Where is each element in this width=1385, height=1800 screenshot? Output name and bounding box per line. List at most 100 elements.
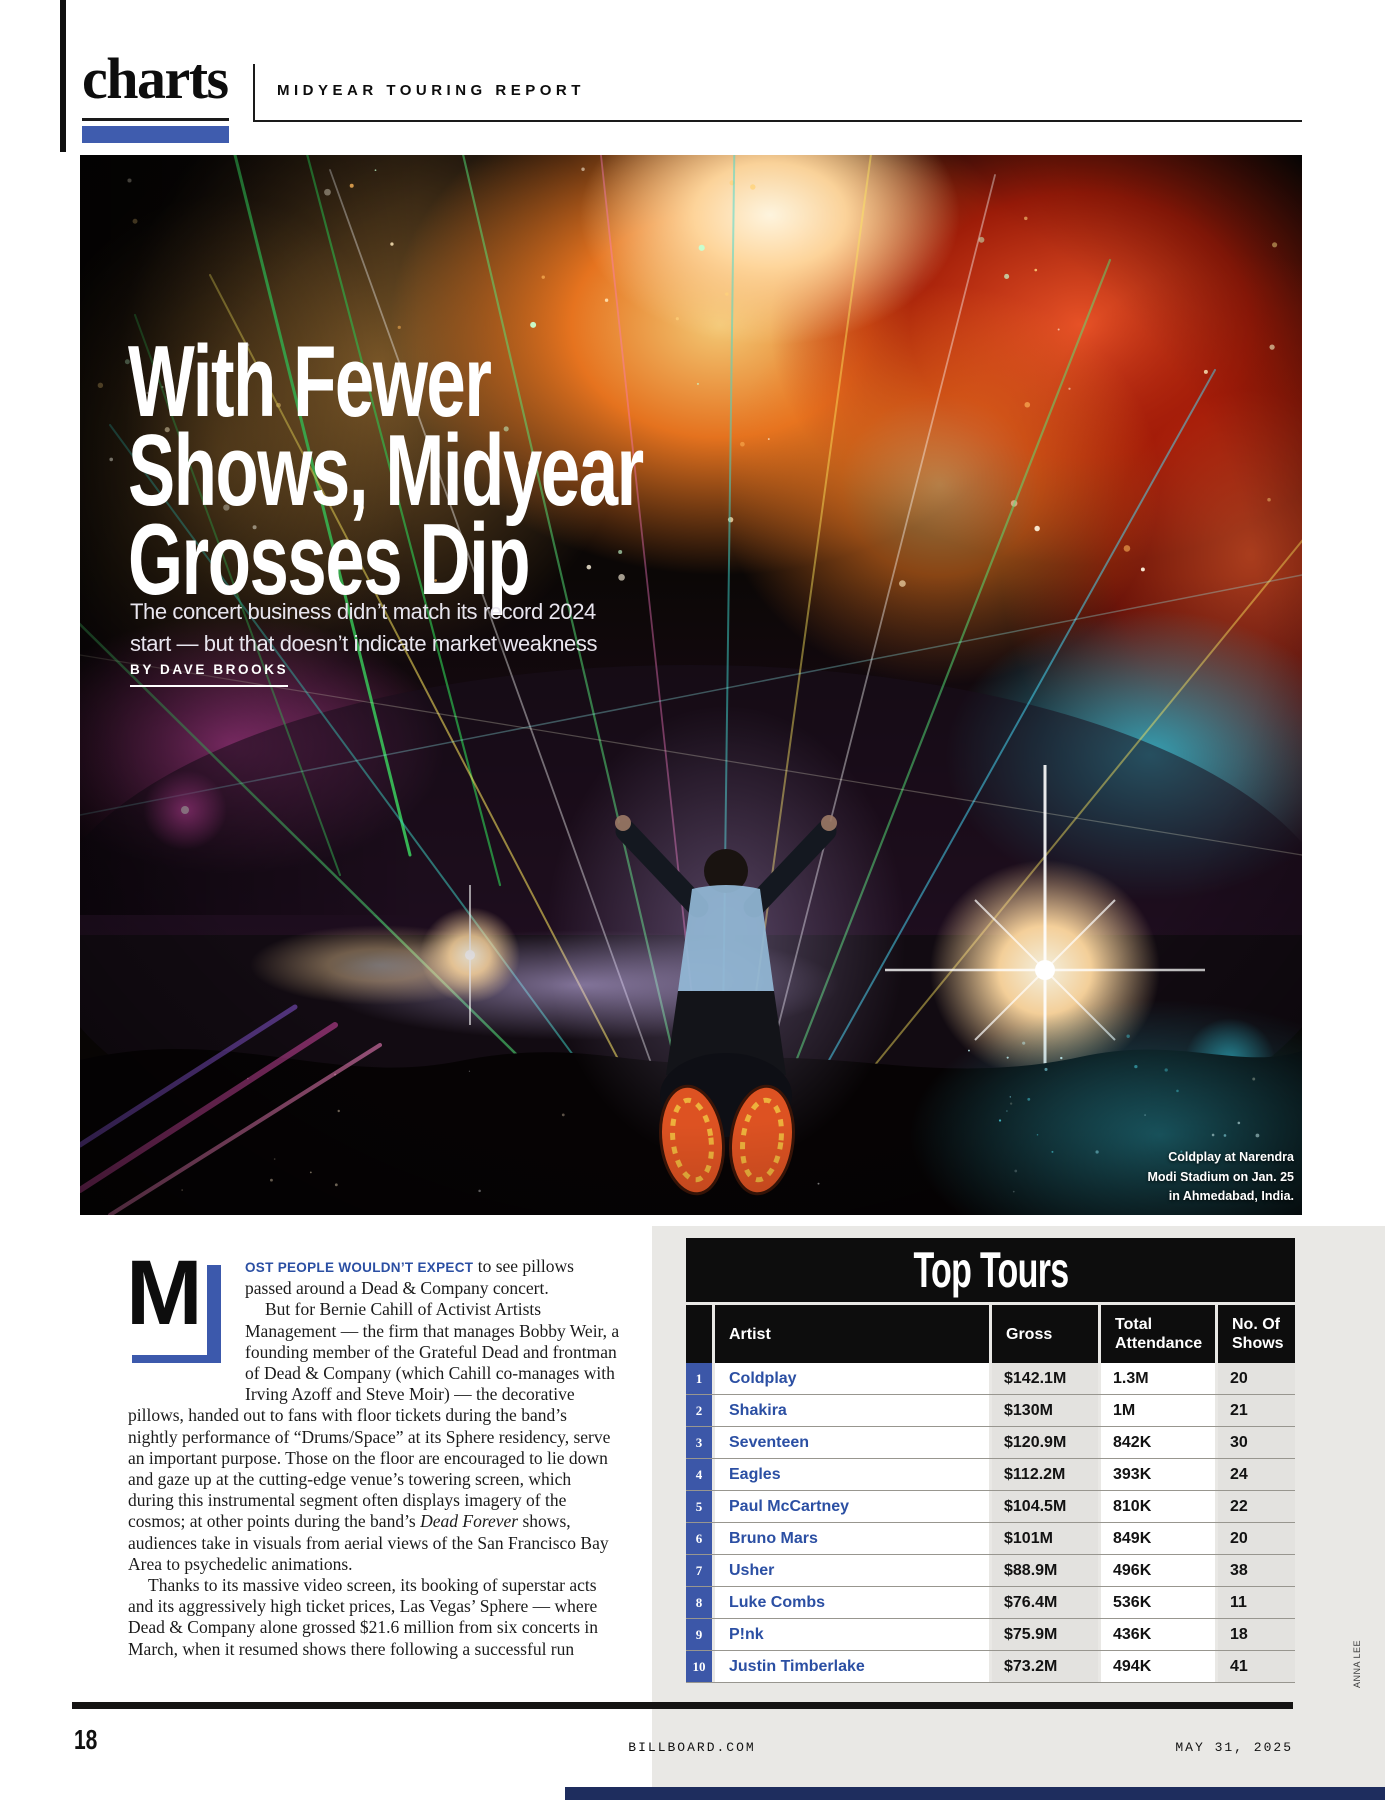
cell-rank: 10 bbox=[686, 1651, 712, 1682]
cell-artist: P!nk bbox=[715, 1619, 989, 1650]
cell-rank: 7 bbox=[686, 1555, 712, 1586]
spine-rule bbox=[60, 0, 66, 152]
table-row: 2 Shakira $130M 1M 21 bbox=[686, 1395, 1295, 1427]
cell-shows: 22 bbox=[1218, 1491, 1295, 1522]
cell-gross: $88.9M bbox=[992, 1555, 1098, 1586]
footer-date: MAY 31, 2025 bbox=[1175, 1740, 1293, 1755]
table-header: Artist Gross Total Attendance No. Of Sho… bbox=[686, 1305, 1295, 1363]
byline: BY DAVE BROOKS bbox=[130, 662, 289, 687]
headline-line: Shows, Midyear bbox=[128, 415, 644, 527]
cell-gross: $120.9M bbox=[992, 1427, 1098, 1458]
hero-photo: With Fewer Shows, Midyear Grosses Dip Th… bbox=[80, 155, 1302, 1215]
cell-att: 1.3M bbox=[1101, 1363, 1215, 1394]
header-artist: Artist bbox=[715, 1305, 989, 1363]
cell-gross: $73.2M bbox=[992, 1651, 1098, 1682]
cell-gross: $101M bbox=[992, 1523, 1098, 1554]
table-rows: 1 Coldplay $142.1M 1.3M 20 2 Shakira $130M 1M 21 3… bbox=[686, 1363, 1295, 1683]
caption-line: Coldplay at Narendra bbox=[1168, 1150, 1294, 1164]
cell-rank: 6 bbox=[686, 1523, 712, 1554]
cell-rank: 5 bbox=[686, 1491, 712, 1522]
cell-rank: 3 bbox=[686, 1427, 712, 1458]
cell-att: 436K bbox=[1101, 1619, 1215, 1650]
subhead-line: start — but that doesn’t indicate market… bbox=[130, 631, 598, 656]
table-row: 9 P!nk $75.9M 436K 18 bbox=[686, 1619, 1295, 1651]
page-number: 18 bbox=[74, 1724, 98, 1755]
cell-artist: Coldplay bbox=[715, 1363, 989, 1394]
cell-gross: $76.4M bbox=[992, 1587, 1098, 1618]
cell-shows: 20 bbox=[1218, 1523, 1295, 1554]
cell-gross: $75.9M bbox=[992, 1619, 1098, 1650]
cell-shows: 24 bbox=[1218, 1459, 1295, 1490]
cell-shows: 41 bbox=[1218, 1651, 1295, 1682]
cell-shows: 38 bbox=[1218, 1555, 1295, 1586]
header-shows: No. Of Shows bbox=[1218, 1305, 1295, 1363]
brand-underline bbox=[82, 118, 229, 121]
cell-artist: Justin Timberlake bbox=[715, 1651, 989, 1682]
cell-att: 810K bbox=[1101, 1491, 1215, 1522]
footer-rule bbox=[72, 1702, 1293, 1709]
cell-artist: Bruno Mars bbox=[715, 1523, 989, 1554]
cell-att: 842K bbox=[1101, 1427, 1215, 1458]
header-rule bbox=[253, 120, 1302, 122]
headline-line: With Fewer bbox=[128, 326, 492, 438]
brand-blue-bar bbox=[82, 126, 229, 143]
header-attendance: Total Attendance bbox=[1101, 1305, 1215, 1363]
table-row: 10 Justin Timberlake $73.2M 494K 41 bbox=[686, 1651, 1295, 1683]
cell-gross: $130M bbox=[992, 1395, 1098, 1426]
paragraph: Thanks to its massive video screen, its … bbox=[128, 1575, 598, 1659]
table-row: 6 Bruno Mars $101M 849K 20 bbox=[686, 1523, 1295, 1555]
paragraph: But for Bernie Cahill of Activist Artist… bbox=[128, 1299, 620, 1574]
cell-artist: Seventeen bbox=[715, 1427, 989, 1458]
top-tours-table: Top Tours Artist Gross Total Attendance … bbox=[686, 1238, 1295, 1683]
cell-att: 393K bbox=[1101, 1459, 1215, 1490]
section-logo: charts bbox=[82, 46, 229, 111]
cell-rank: 9 bbox=[686, 1619, 712, 1650]
header-rank bbox=[686, 1305, 712, 1363]
cell-att: 496K bbox=[1101, 1555, 1215, 1586]
bottom-bar bbox=[565, 1787, 1385, 1800]
cell-rank: 1 bbox=[686, 1363, 712, 1394]
drop-cap: M bbox=[126, 1247, 245, 1402]
header-gross: Gross bbox=[992, 1305, 1098, 1363]
photo-caption: Coldplay at Narendra Modi Stadium on Jan… bbox=[1147, 1148, 1294, 1207]
cell-att: 849K bbox=[1101, 1523, 1215, 1554]
kicker: MIDYEAR TOURING REPORT bbox=[277, 82, 585, 99]
table-row: 3 Seventeen $120.9M 842K 30 bbox=[686, 1427, 1295, 1459]
kicker-divider bbox=[253, 64, 255, 121]
cell-artist: Eagles bbox=[715, 1459, 989, 1490]
subhead: The concert business didn’t match its re… bbox=[130, 596, 597, 660]
article-body: M OST PEOPLE WOULDN’T EXPECT to see pill… bbox=[126, 1247, 620, 1660]
cell-shows: 18 bbox=[1218, 1619, 1295, 1650]
cell-shows: 21 bbox=[1218, 1395, 1295, 1426]
headline: With Fewer Shows, Midyear Grosses Dip bbox=[128, 326, 863, 616]
cell-att: 1M bbox=[1101, 1395, 1215, 1426]
cell-artist: Luke Combs bbox=[715, 1587, 989, 1618]
paragraph: OST PEOPLE WOULDN’T EXPECT to see pillow… bbox=[245, 1256, 574, 1299]
cell-shows: 20 bbox=[1218, 1363, 1295, 1394]
table-title: Top Tours bbox=[686, 1238, 1295, 1302]
photo-credit: ANNA LEE bbox=[1352, 1640, 1362, 1689]
cell-shows: 11 bbox=[1218, 1587, 1295, 1618]
caption-line: Modi Stadium on Jan. 25 bbox=[1147, 1169, 1294, 1184]
cell-rank: 8 bbox=[686, 1587, 712, 1618]
cell-artist: Shakira bbox=[715, 1395, 989, 1426]
cell-artist: Usher bbox=[715, 1555, 989, 1586]
cell-att: 494K bbox=[1101, 1651, 1215, 1682]
lead-in-text: OST PEOPLE WOULDN’T EXPECT bbox=[245, 1260, 474, 1275]
drop-cap-bracket bbox=[132, 1265, 221, 1363]
table-row: 5 Paul McCartney $104.5M 810K 22 bbox=[686, 1491, 1295, 1523]
italic-title: Dead Forever bbox=[420, 1511, 519, 1532]
table-row: 1 Coldplay $142.1M 1.3M 20 bbox=[686, 1363, 1295, 1395]
headline-line: Grosses Dip bbox=[128, 504, 531, 616]
cell-att: 536K bbox=[1101, 1587, 1215, 1618]
cell-artist: Paul McCartney bbox=[715, 1491, 989, 1522]
cell-gross: $112.2M bbox=[992, 1459, 1098, 1490]
table-row: 8 Luke Combs $76.4M 536K 11 bbox=[686, 1587, 1295, 1619]
cell-gross: $142.1M bbox=[992, 1363, 1098, 1394]
cell-rank: 4 bbox=[686, 1459, 712, 1490]
table-row: 4 Eagles $112.2M 393K 24 bbox=[686, 1459, 1295, 1491]
cell-rank: 2 bbox=[686, 1395, 712, 1426]
caption-line: in Ahmedabad, India. bbox=[1168, 1189, 1294, 1203]
cell-shows: 30 bbox=[1218, 1427, 1295, 1458]
